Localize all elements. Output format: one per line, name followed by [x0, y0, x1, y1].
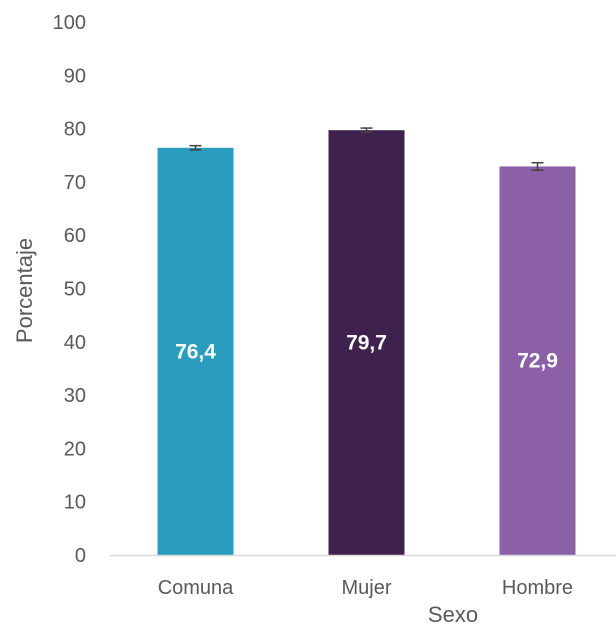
bar: [157, 147, 234, 555]
value-label: 76,4: [175, 340, 216, 363]
x-category-label: Hombre: [502, 577, 573, 599]
value-label: 72,9: [517, 350, 558, 373]
y-tick-label: 60: [64, 225, 86, 247]
y-tick-label: 70: [64, 172, 86, 194]
bar: [328, 130, 405, 555]
value-labels: 76,4 79,7 72,9: [175, 332, 558, 373]
bar: [499, 166, 576, 555]
bars: [157, 130, 576, 555]
x-category-label: Mujer: [341, 577, 391, 599]
x-category-label: Comuna: [158, 577, 234, 599]
y-tick-label: 0: [75, 545, 86, 567]
y-tick-label: 100: [53, 12, 86, 34]
y-tick-label: 80: [64, 119, 86, 141]
error-bar: [189, 144, 202, 151]
error-bars: [189, 127, 544, 171]
x-axis-title: Sexo: [428, 602, 478, 627]
y-tick-label: 40: [64, 332, 86, 354]
x-axis-categories: Comuna Mujer Hombre: [158, 577, 573, 599]
y-tick-label: 90: [64, 65, 86, 87]
y-axis-ticks: 0 10 20 30 40 50 60 70 80 90 100: [53, 12, 86, 567]
y-tick-label: 50: [64, 279, 86, 301]
y-tick-label: 30: [64, 385, 86, 407]
y-axis-title: Porcentaje: [12, 238, 37, 343]
y-tick-label: 20: [64, 438, 86, 460]
error-bar: [531, 161, 544, 171]
value-label: 79,7: [346, 332, 387, 355]
y-tick-label: 10: [64, 492, 86, 514]
error-bar: [360, 127, 373, 134]
